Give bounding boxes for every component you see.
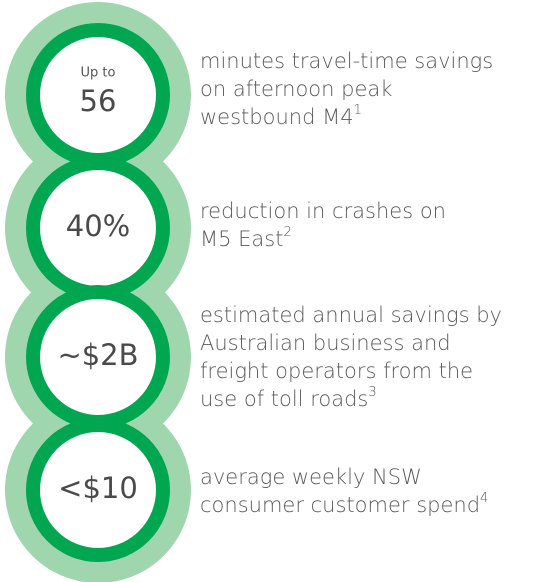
description-line: freight operators from the xyxy=(200,359,473,383)
description-line: use of toll roads3 xyxy=(200,385,377,412)
description-line: Australian business and xyxy=(200,331,451,355)
footnote-mark: 1 xyxy=(354,103,362,118)
description-text: use of toll roads xyxy=(200,387,368,411)
description-line: minutes travel-time savings xyxy=(200,49,493,73)
description-text: freight operators from the xyxy=(200,359,473,383)
description-text: minutes travel-time savings xyxy=(200,49,493,73)
value: ~$2B xyxy=(57,338,138,372)
description-line: on afternoon peak xyxy=(200,77,392,101)
description-line: estimated annual savings by xyxy=(200,303,502,327)
description-text: on afternoon peak xyxy=(200,77,392,101)
description-text: estimated annual savings by xyxy=(200,303,502,327)
description-text: reduction in crashes on xyxy=(200,199,446,223)
value-prefix: Up to xyxy=(81,66,116,81)
value: <$10 xyxy=(58,471,138,505)
ring xyxy=(26,418,170,562)
footnote-mark: 3 xyxy=(368,385,376,400)
description-line: reduction in crashes on xyxy=(200,199,446,223)
description-line: consumer customer spend4 xyxy=(200,491,488,518)
description-line: M5 East2 xyxy=(200,225,292,252)
description-line: average weekly NSW xyxy=(200,465,422,489)
footnote-mark: 2 xyxy=(283,225,291,240)
footnote-mark: 4 xyxy=(480,491,488,506)
description-text: average weekly NSW xyxy=(200,465,422,489)
value: 56 xyxy=(80,84,117,118)
description-line: westbound M41 xyxy=(200,103,362,130)
description-text: westbound M4 xyxy=(200,105,354,129)
description-text: M5 East xyxy=(200,227,283,251)
value: 40% xyxy=(66,209,130,243)
description-text: consumer customer spend xyxy=(200,493,480,517)
description-text: Australian business and xyxy=(200,331,451,355)
